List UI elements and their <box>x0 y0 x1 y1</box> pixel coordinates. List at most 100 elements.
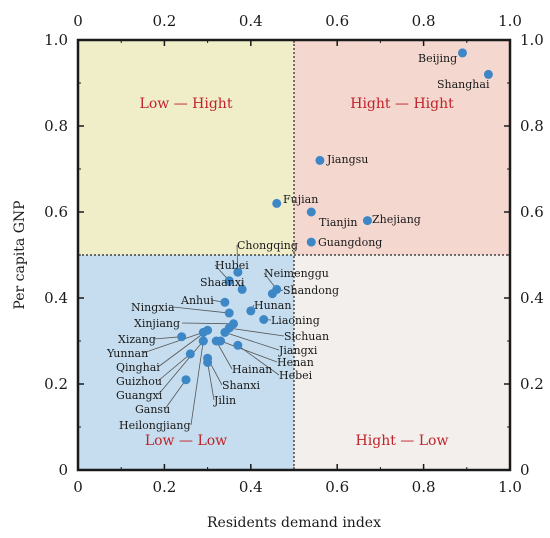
point-guangdong <box>306 237 316 247</box>
point-anhui <box>220 297 230 307</box>
point-label-heilongjiang: Heilongjiang <box>119 419 191 432</box>
point-shandong <box>267 289 277 299</box>
point-label-xizang: Xizang <box>118 333 156 346</box>
point-label-jiangxi: Jiangxi <box>278 344 318 357</box>
quadrant-top-right <box>294 40 510 255</box>
leader-line-jiangxi <box>224 332 280 351</box>
leader-line-ningxia <box>172 306 230 314</box>
x-tick-label: 0 <box>73 478 83 496</box>
quadrant-bottom-left <box>78 255 294 470</box>
point-label-shanxi: Shanxi <box>222 379 260 392</box>
y-right-tick-label: 1.0 <box>520 31 544 49</box>
y-right-tick-label: 0.2 <box>520 375 544 393</box>
point-jilin <box>203 358 213 367</box>
y-tick-label: 0.6 <box>44 203 68 221</box>
point-label-ningxia: Ningxia <box>131 301 175 314</box>
leader-line-hebei <box>237 344 280 376</box>
point-label-shaanxi: Shaanxi <box>200 276 245 289</box>
leader-line-xizang <box>153 336 182 340</box>
point-hubei <box>224 276 234 286</box>
point-label-chongqing: Chongqing <box>237 239 298 252</box>
point-label-yunnan: Yunnan <box>106 347 148 360</box>
point-label-neimenggu: Neimenggu <box>264 267 329 280</box>
point-tianjin <box>306 207 316 217</box>
point-label-beijing: Beijing <box>418 52 457 65</box>
point-ningxia <box>224 308 234 318</box>
y-tick-label: 1.0 <box>44 31 68 49</box>
point-label-shandong: Shandong <box>283 284 339 297</box>
point-shanghai <box>483 69 493 79</box>
point-fujian <box>272 198 282 208</box>
leader-line-chongqing <box>236 244 239 273</box>
point-label-guangxi: Guangxi <box>116 389 163 402</box>
point-label-jiangsu: Jiangsu <box>326 153 368 166</box>
point-hainan <box>211 336 221 346</box>
point-guizhou <box>185 349 195 359</box>
leader-line-qinghai <box>157 329 208 368</box>
point-liaoning <box>259 315 269 324</box>
point-label-liaoning: Liaoning <box>271 314 320 327</box>
leader-line-sichuan <box>229 327 285 337</box>
point-jiangsu <box>315 155 325 165</box>
y-tick-label: 0 <box>58 461 68 479</box>
point-label-anhui: Anhui <box>180 294 214 307</box>
point-hebei <box>233 340 243 350</box>
y-axis-title: Per capita GNP <box>12 200 28 309</box>
leader-line-henan <box>220 340 278 363</box>
x-top-tick-label: 0.6 <box>325 12 349 30</box>
y-right-tick-label: 0.8 <box>520 117 544 135</box>
x-tick-label: 0.8 <box>412 478 436 496</box>
point-gansu <box>181 375 191 385</box>
point-label-tianjin: Tianjin <box>319 216 358 229</box>
leader-line-yunnan <box>142 332 204 354</box>
point-qinghai <box>203 325 213 335</box>
y-tick-label: 0.2 <box>44 375 68 393</box>
point-label-hebei: Hebei <box>279 369 313 382</box>
point-label-xinjiang: Xinjiang <box>134 317 180 330</box>
point-label-hunan: Hunan <box>254 299 291 312</box>
point-chongqing <box>233 267 243 277</box>
x-tick-label: 0.2 <box>152 478 176 496</box>
quadrant-label-top-left: Low — Hight <box>140 96 233 112</box>
quadrant-label-top-right: Hight — Hight <box>350 96 454 112</box>
quadrant-top-left <box>78 40 294 255</box>
point-label-guangdong: Guangdong <box>318 236 382 249</box>
x-top-tick-label: 0.2 <box>152 12 176 30</box>
y-tick-label: 0.8 <box>44 117 68 135</box>
point-label-hubei: Hubei <box>215 259 249 272</box>
leader-line-gansu <box>164 379 187 410</box>
point-jiangxi <box>220 327 230 337</box>
y-right-tick-label: 0.4 <box>520 289 544 307</box>
point-label-sichuan: Sichuan <box>284 330 329 343</box>
leader-line-guizhou <box>157 353 191 382</box>
point-label-qinghai: Qinghai <box>116 361 160 374</box>
point-hunan <box>246 306 256 316</box>
point-label-henan: Henan <box>277 356 314 369</box>
y-right-tick-label: 0.6 <box>520 203 544 221</box>
point-xizang <box>177 332 187 342</box>
point-shaanxi <box>237 284 247 294</box>
quadrant-bottom-right <box>294 255 510 470</box>
x-axis-title: Residents demand index <box>207 515 381 531</box>
x-top-tick-label: 0.4 <box>239 12 263 30</box>
x-top-tick-label: 0.8 <box>412 12 436 30</box>
quadrant-label-bottom-right: Hight — Low <box>356 433 449 449</box>
y-right-tick-label: 0 <box>520 461 530 479</box>
leader-line-guangxi <box>157 340 204 396</box>
point-beijing <box>457 48 467 58</box>
leader-line-jilin <box>207 362 215 401</box>
x-tick-label: 0.6 <box>325 478 349 496</box>
point-zhejiang <box>362 216 372 226</box>
point-label-gansu: Gansu <box>135 403 170 416</box>
quadrant-label-bottom-left: Low — Low <box>145 433 227 449</box>
point-label-hainan: Hainan <box>232 363 272 376</box>
point-label-fujian: Fujian <box>283 193 318 206</box>
x-top-tick-label: 0 <box>73 12 83 30</box>
point-label-zhejiang: Zhejiang <box>372 213 421 226</box>
x-tick-label: 0.4 <box>239 478 263 496</box>
leader-line-heilongjiang <box>190 340 204 426</box>
x-top-tick-label: 1.0 <box>498 12 522 30</box>
leader-line-xinjiang <box>181 322 234 325</box>
